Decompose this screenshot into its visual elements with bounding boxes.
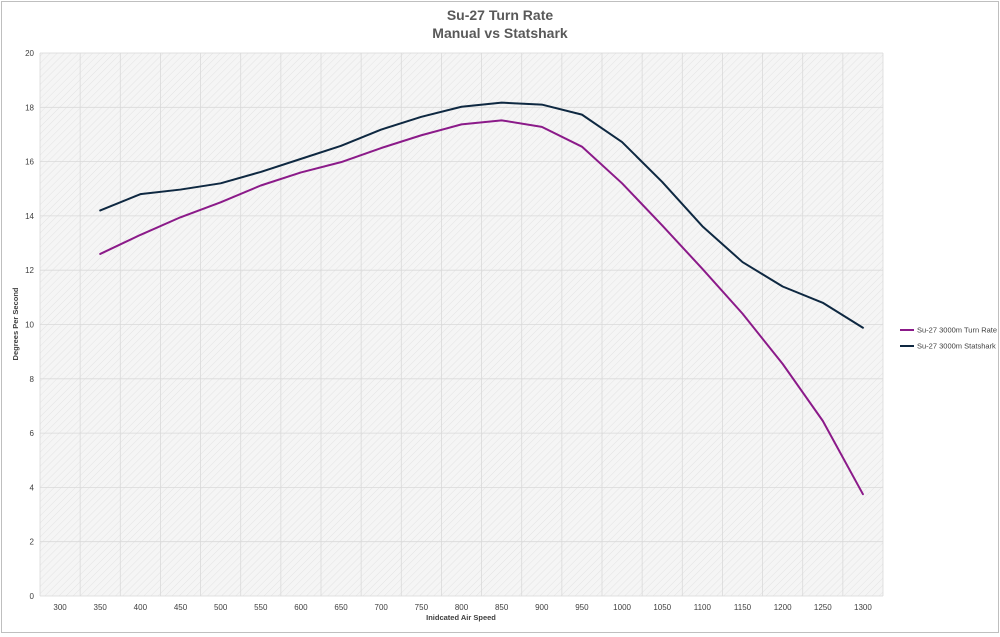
x-tick-label: 950: [575, 603, 589, 612]
chart-subtitle: Manual vs Statshark: [432, 25, 568, 41]
x-tick-label: 350: [94, 603, 108, 612]
series-line-statshark: [99, 101, 864, 329]
series-lines: [99, 101, 864, 496]
x-axis-tick-labels: 300 350 400 450 500 550 600 650 700 750 800 850 900 9…: [53, 603, 872, 612]
x-tick-label: 450: [174, 603, 188, 612]
x-tick-label: 750: [415, 603, 429, 612]
y-tick-label: 20: [25, 49, 34, 58]
x-tick-label: 800: [455, 603, 469, 612]
legend-label-turn-rate: Su-27 3000m Turn Rate: [917, 326, 997, 335]
series-line-turn-rate: [99, 119, 864, 496]
legend-label-statshark: Su-27 3000m Statshark: [917, 342, 996, 351]
x-tick-label: 500: [214, 603, 228, 612]
x-axis-title: Inidcated Air Speed: [426, 613, 496, 622]
x-tick-label: 600: [294, 603, 308, 612]
x-tick-label: 700: [375, 603, 389, 612]
y-tick-label: 14: [25, 212, 34, 221]
x-tick-label: 1250: [814, 603, 832, 612]
y-tick-label: 6: [30, 429, 35, 438]
x-tick-label: 1100: [694, 603, 712, 612]
x-tick-label: 900: [535, 603, 549, 612]
chart-title: Su-27 Turn Rate: [447, 7, 554, 23]
legend: Su-27 3000m Turn Rate Su-27 3000m Statsh…: [900, 326, 997, 351]
y-tick-label: 10: [25, 321, 34, 330]
x-tick-label: 1300: [854, 603, 872, 612]
y-axis-tick-labels: 0 2 4 6 8 10 12 14 16 18 20: [25, 49, 34, 601]
x-tick-label: 1000: [613, 603, 631, 612]
x-tick-label: 850: [495, 603, 509, 612]
y-tick-label: 8: [30, 375, 35, 384]
x-tick-label: 1200: [774, 603, 792, 612]
y-axis-title: Degrees Per Second: [11, 287, 20, 360]
y-tick-label: 18: [25, 103, 34, 112]
x-tick-label: 550: [254, 603, 268, 612]
x-tick-label: 300: [53, 603, 67, 612]
y-tick-label: 12: [25, 266, 34, 275]
y-tick-label: 4: [30, 483, 35, 492]
x-tick-label: 1050: [653, 603, 671, 612]
x-tick-label: 650: [334, 603, 348, 612]
x-tick-label: 400: [134, 603, 148, 612]
x-tick-label: 1150: [734, 603, 752, 612]
y-tick-label: 16: [25, 158, 34, 167]
y-tick-label: 0: [30, 592, 35, 601]
y-tick-label: 2: [30, 538, 35, 547]
